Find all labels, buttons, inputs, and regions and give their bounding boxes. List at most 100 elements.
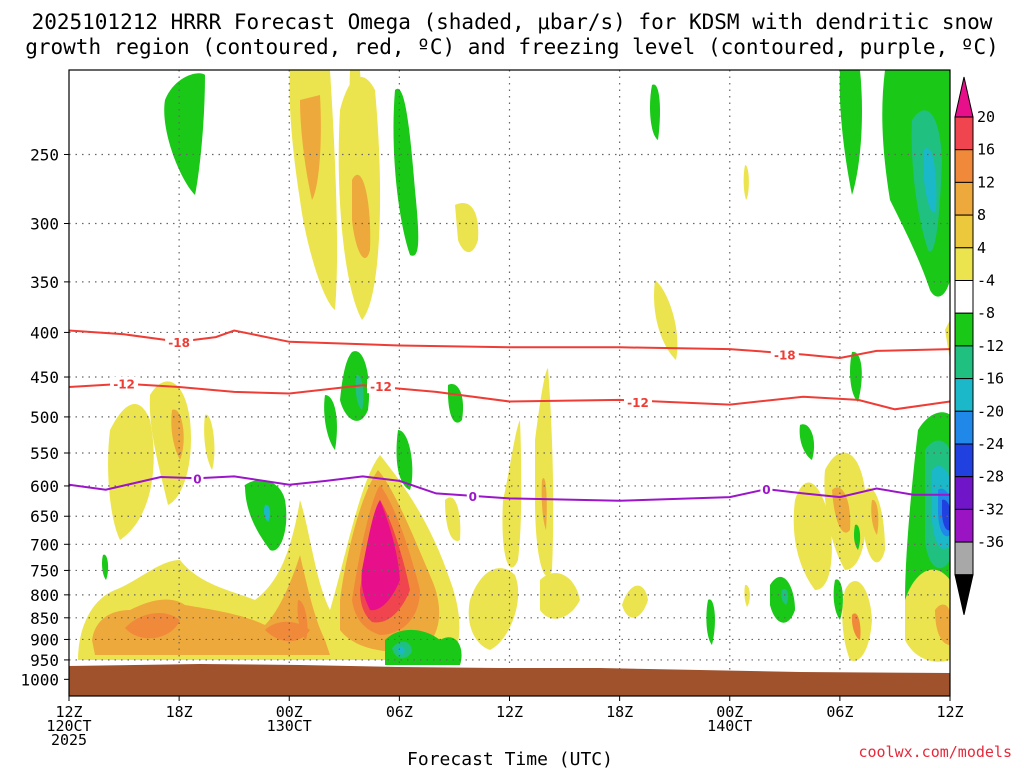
- omega-shade-positive: [502, 420, 522, 568]
- x-tick-label: 140CT: [707, 717, 752, 735]
- contour-label: 0: [193, 472, 201, 486]
- contour-label: -12: [370, 380, 392, 394]
- y-tick-label: 500: [30, 408, 59, 427]
- colorbar-tick-label: -28: [977, 468, 1004, 486]
- x-tick-label: 06Z: [826, 703, 853, 721]
- contour-label: -18: [774, 348, 796, 362]
- y-tick-label: 800: [30, 586, 59, 605]
- y-tick-label: 650: [30, 507, 59, 526]
- colorbar-tick-label: -32: [977, 500, 1004, 518]
- omega-shade-negative: [942, 499, 950, 531]
- x-tick-label: 12Z: [496, 703, 523, 721]
- omega-shade-positive: [871, 499, 879, 535]
- colorbar-tick-label: -12: [977, 337, 1004, 355]
- omega-shade-positive: [851, 613, 861, 640]
- omega-shade-negative: [264, 504, 271, 522]
- x-tick-label: 18Z: [606, 703, 633, 721]
- contour-line-dgz-minus12: [69, 382, 950, 411]
- contour-label: -12: [113, 378, 135, 392]
- x-tick-label: 00Z: [716, 703, 743, 721]
- x-tick-label: 18Z: [166, 703, 193, 721]
- colorbar-tick-label: 8: [977, 206, 986, 224]
- y-tick-label: 600: [30, 477, 59, 496]
- colorbar: 20 16 12 8 4 -4 -8 -12 -16 -20 -24 -28 -32 -36: [954, 76, 1004, 615]
- omega-shade-negative: [355, 374, 364, 410]
- omega-shade-positive: [832, 487, 851, 533]
- omega-shade-negative: [924, 148, 937, 213]
- colorbar-swatch: [954, 378, 974, 412]
- omega-shade-positive: [349, 70, 361, 140]
- colorbar-swatch: [954, 214, 974, 249]
- y-tick-label: 300: [30, 215, 59, 234]
- omega-shade-negative: [398, 646, 405, 655]
- contour-label-bg: [760, 482, 773, 497]
- omega-shade-negative: [854, 524, 861, 550]
- x-tick-label: 12Z: [55, 703, 82, 721]
- omega-shade-positive: [744, 584, 750, 607]
- contour-label-bg: [191, 471, 204, 486]
- contour-label: -18: [168, 336, 190, 350]
- colorbar-tick-label: 16: [977, 141, 995, 159]
- contour-label: 0: [762, 483, 770, 497]
- colorbar-swatch: [954, 76, 974, 118]
- omega-shade-positive: [945, 320, 950, 360]
- colorbar-tick-label: -4: [977, 272, 995, 290]
- colorbar-swatch: [954, 574, 974, 615]
- omega-shade-positive: [108, 403, 154, 540]
- y-tick-label: 750: [30, 561, 59, 580]
- colorbar-swatch: [954, 345, 974, 380]
- omega-shade-positive: [445, 497, 461, 541]
- y-tick-label: 1000: [20, 670, 59, 689]
- credit-text[interactable]: coolwx.com/models: [858, 743, 1012, 761]
- omega-shade-positive: [265, 621, 310, 642]
- y-tick-label: 350: [30, 273, 59, 292]
- x-tick-label: 00Z: [276, 703, 303, 721]
- omega-shade-negative: [102, 554, 109, 580]
- colorbar-swatch: [954, 116, 974, 151]
- contour-label-bg: [110, 376, 139, 391]
- colorbar-tick-label: 4: [977, 239, 986, 257]
- omega-shade-negative: [393, 88, 419, 256]
- colorbar-swatch: [954, 149, 974, 183]
- colorbar-tick-label: -24: [977, 435, 1004, 453]
- chart-title-line-2: growth region (contoured, red, ºC) and f…: [25, 35, 999, 59]
- omega-shade-positive: [204, 414, 215, 470]
- y-tick-label: 950: [30, 651, 59, 670]
- y-tick-label: 250: [30, 145, 59, 164]
- plot-area: -18 -18 -12 -12 -12 0 0 0: [69, 70, 950, 696]
- contour-label-bg: [367, 379, 396, 394]
- colorbar-tick-label: -20: [977, 402, 1004, 420]
- omega-shade-positive: [654, 280, 678, 360]
- contour-label-bg: [165, 334, 194, 349]
- omega-shade-negative: [833, 579, 843, 620]
- colorbar-tick-label: 12: [977, 173, 995, 191]
- colorbar-tick-label: 20: [977, 108, 995, 126]
- omega-shade-negative: [839, 70, 863, 195]
- colorbar-swatch: [954, 410, 974, 445]
- contour-label: -12: [627, 396, 649, 410]
- y-tick-label: 850: [30, 609, 59, 628]
- colorbar-swatch: [954, 541, 974, 576]
- colorbar-swatch: [954, 280, 974, 314]
- omega-shade-negative: [706, 599, 715, 645]
- omega-shade-negative: [781, 588, 789, 605]
- omega-shade-positive: [793, 482, 832, 590]
- y-tick-label: 900: [30, 630, 59, 649]
- y-axis-pressure: 250 300 350 400 450 500 550 600 650 700 750 800 850 9…: [20, 145, 69, 689]
- contour-label: 0: [469, 490, 477, 504]
- omega-shade-negative: [324, 395, 337, 450]
- contour-label-bg: [770, 347, 799, 362]
- omega-shade-negative: [396, 430, 413, 490]
- omega-shade-positive: [455, 203, 479, 253]
- omega-shade-positive: [905, 569, 950, 662]
- x-tick-label: 06Z: [386, 703, 413, 721]
- y-tick-label: 400: [30, 323, 59, 342]
- omega-shade-positive: [935, 604, 950, 645]
- omega-shade-positive: [352, 174, 371, 259]
- omega-shade-positive: [541, 478, 547, 530]
- colorbar-tick-label: -36: [977, 533, 1004, 551]
- gridlines: [69, 70, 950, 696]
- ground-terrain: [69, 664, 950, 696]
- omega-shade-positive: [468, 568, 519, 650]
